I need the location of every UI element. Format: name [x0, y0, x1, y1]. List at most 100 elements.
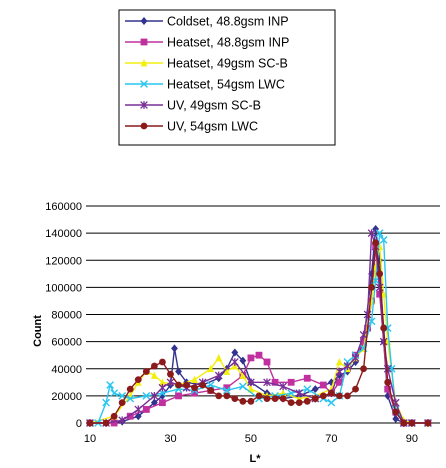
data-point: [319, 392, 327, 400]
y-tick-label: 80000: [51, 310, 82, 322]
data-point: [336, 378, 343, 386]
data-point: [102, 398, 110, 407]
y-tick-label: 140000: [45, 228, 82, 240]
data-point: [110, 419, 118, 427]
data-point: [376, 270, 384, 278]
legend-label: UV, 54gsm LWC: [167, 120, 258, 134]
data-point: [159, 358, 166, 366]
data-point: [142, 368, 150, 375]
data-point: [351, 354, 360, 362]
legend-item: Coldset, 48.8gsm INP: [125, 15, 289, 29]
legend: Coldset, 48.8gsm INP Heatset, 48.8gsm INP…: [125, 15, 289, 134]
y-axis-ticks: 0 20000 40000 60000 80000 100000 120000 140000 1…: [45, 201, 90, 430]
data-point: [384, 385, 392, 393]
data-point: [140, 59, 148, 67]
data-point: [255, 392, 263, 400]
data-point: [360, 365, 367, 373]
data-point: [118, 416, 127, 425]
data-point: [327, 398, 336, 407]
data-point: [287, 399, 295, 407]
data-point: [175, 367, 182, 376]
data-point: [140, 80, 148, 88]
data-point: [279, 382, 287, 391]
legend-item: UV, 54gsm LWC: [125, 120, 258, 134]
data-point: [247, 397, 255, 405]
data-point: [142, 406, 150, 413]
x-tick-label: 30: [164, 433, 176, 445]
data-point: [344, 392, 351, 400]
data-point: [191, 375, 198, 383]
data-point: [150, 371, 158, 379]
data-point: [159, 399, 166, 407]
legend-box: [118, 9, 336, 146]
data-point: [371, 276, 380, 285]
data-point: [223, 384, 231, 392]
y-tick-label: 160000: [45, 201, 82, 213]
x-axis-label: L*: [250, 453, 262, 465]
data-point: [140, 122, 148, 130]
data-point: [336, 392, 343, 400]
data-point: [214, 371, 223, 380]
data-point: [106, 381, 115, 389]
data-point: [319, 381, 327, 389]
data-point: [140, 101, 148, 109]
data-point: [392, 408, 400, 416]
y-tick-label: 0: [76, 418, 82, 430]
data-point: [142, 391, 151, 400]
data-point: [167, 370, 174, 378]
data-point: [335, 367, 344, 376]
data-point: [424, 419, 432, 427]
data-point: [199, 381, 207, 389]
data-point: [158, 383, 167, 392]
data-point: [372, 239, 380, 247]
legend-label: Heatset, 48.8gsm INP: [167, 36, 289, 50]
data-point: [271, 395, 279, 402]
data-point: [311, 395, 319, 402]
data-point: [222, 386, 231, 395]
data-point: [126, 385, 134, 393]
data-point: [150, 362, 158, 370]
data-point: [367, 229, 376, 238]
data-point: [140, 17, 148, 25]
data-point: [400, 419, 408, 427]
data-point: [383, 364, 392, 373]
data-point: [336, 357, 343, 366]
data-point: [303, 374, 311, 382]
data-point: [140, 38, 148, 46]
data-point: [134, 376, 142, 383]
data-point: [86, 419, 94, 427]
data-point: [126, 394, 135, 403]
data-point: [295, 389, 304, 398]
data-point: [303, 397, 311, 405]
legend-label: Heatset, 54gsm LWC: [167, 78, 285, 92]
data-point: [303, 385, 312, 393]
data-point: [239, 371, 247, 379]
y-tick-label: 60000: [51, 337, 82, 349]
legend-label: Heatset, 49gsm SC-B: [167, 57, 288, 71]
data-point: [175, 392, 182, 400]
data-point: [379, 337, 388, 346]
x-tick-label: 10: [84, 433, 96, 445]
data-point: [263, 395, 271, 402]
legend-item: Heatset, 48.8gsm INP: [125, 36, 289, 50]
data-point: [295, 399, 303, 407]
data-point: [263, 378, 271, 387]
y-axis-label: Count: [32, 315, 44, 347]
data-point: [110, 389, 119, 398]
series-group: [86, 225, 432, 427]
data-point: [238, 382, 247, 391]
data-point: [279, 395, 287, 402]
data-point: [110, 412, 118, 420]
data-point: [368, 269, 376, 278]
legend-label: Coldset, 48.8gsm INP: [167, 15, 289, 29]
data-point: [247, 354, 255, 362]
data-point: [263, 358, 271, 366]
data-point: [150, 398, 158, 407]
data-point: [384, 378, 392, 386]
data-point: [343, 362, 352, 370]
x-tick-label: 70: [325, 433, 337, 445]
data-point: [367, 317, 376, 326]
data-point: [255, 351, 263, 359]
data-point: [159, 378, 166, 386]
